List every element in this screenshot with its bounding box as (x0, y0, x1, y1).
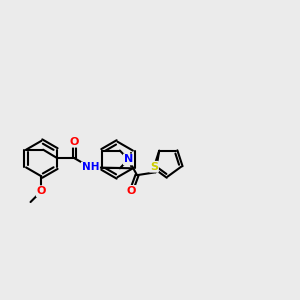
Text: O: O (70, 137, 79, 147)
Text: O: O (127, 186, 136, 196)
Text: NH: NH (82, 162, 99, 172)
Text: N: N (124, 154, 133, 164)
Text: S: S (150, 162, 158, 172)
Text: O: O (37, 186, 46, 196)
